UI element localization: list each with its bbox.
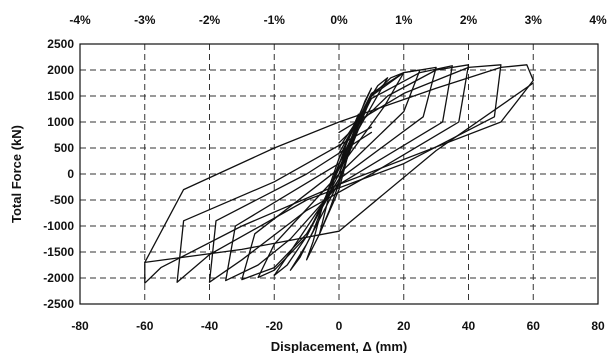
x-axis-title: Displacement, Δ (mm) xyxy=(271,339,408,353)
x-tick-label-0: -80 xyxy=(71,319,89,333)
y-tick-label-10: 2500 xyxy=(47,37,74,51)
x-tick-label-2: -40 xyxy=(201,319,219,333)
y-tick-label-4: -500 xyxy=(50,193,74,207)
hysteresis-loop-8 xyxy=(176,64,502,283)
y-tick-label-8: 1500 xyxy=(47,89,74,103)
x-tick-label-7: 60 xyxy=(527,319,541,333)
top-tick-label-8: 4% xyxy=(589,13,607,27)
curve-layer xyxy=(144,64,534,284)
hysteresis-loop-1 xyxy=(305,87,373,261)
top-tick-label-2: -2% xyxy=(199,13,221,27)
y-tick-label-7: 1000 xyxy=(47,115,74,129)
y-tick-labels: -2500 -2000 -1500 -1000 -500 0 500 1000 1500 2000… xyxy=(43,37,74,311)
x-tick-label-1: -60 xyxy=(136,319,154,333)
grid-layer xyxy=(80,44,598,304)
hysteresis-loop-9 xyxy=(144,64,534,284)
x-tick-label-8: 80 xyxy=(591,319,605,333)
hysteresis-loop-5 xyxy=(241,66,437,281)
top-tick-label-3: -1% xyxy=(264,13,286,27)
top-tick-label-7: 3% xyxy=(525,13,543,27)
plot-frame xyxy=(79,43,599,305)
y-tick-label-2: -1500 xyxy=(43,245,74,259)
x-tick-label-6: 40 xyxy=(462,319,476,333)
top-drift-tick-labels: -4% -3% -2% -1% 0% 1% 2% 3% 4% xyxy=(69,13,607,27)
y-tick-label-9: 2000 xyxy=(47,63,74,77)
hysteresis-loop-6 xyxy=(225,65,453,282)
hysteresis-loop-7 xyxy=(208,64,470,283)
y-tick-label-1: -2000 xyxy=(43,271,74,285)
top-tick-label-6: 2% xyxy=(460,13,478,27)
x-tick-label-3: -20 xyxy=(266,319,284,333)
y-tick-label-6: 500 xyxy=(54,141,74,155)
y-tick-label-3: -1000 xyxy=(43,219,74,233)
top-tick-label-4: 0% xyxy=(330,13,348,27)
top-tick-label-5: 1% xyxy=(395,13,413,27)
x-tick-label-4: 0 xyxy=(336,319,343,333)
hysteresis-loop-10 xyxy=(144,82,534,264)
x-tick-labels: -80 -60 -40 -20 0 20 40 60 80 xyxy=(71,319,605,333)
top-tick-label-0: -4% xyxy=(69,13,91,27)
y-axis-title: Total Force (kN) xyxy=(9,125,24,223)
y-tick-label-0: -2500 xyxy=(43,297,74,311)
x-tick-label-5: 20 xyxy=(397,319,411,333)
y-tick-label-5: 0 xyxy=(67,167,74,181)
top-tick-label-1: -3% xyxy=(134,13,156,27)
